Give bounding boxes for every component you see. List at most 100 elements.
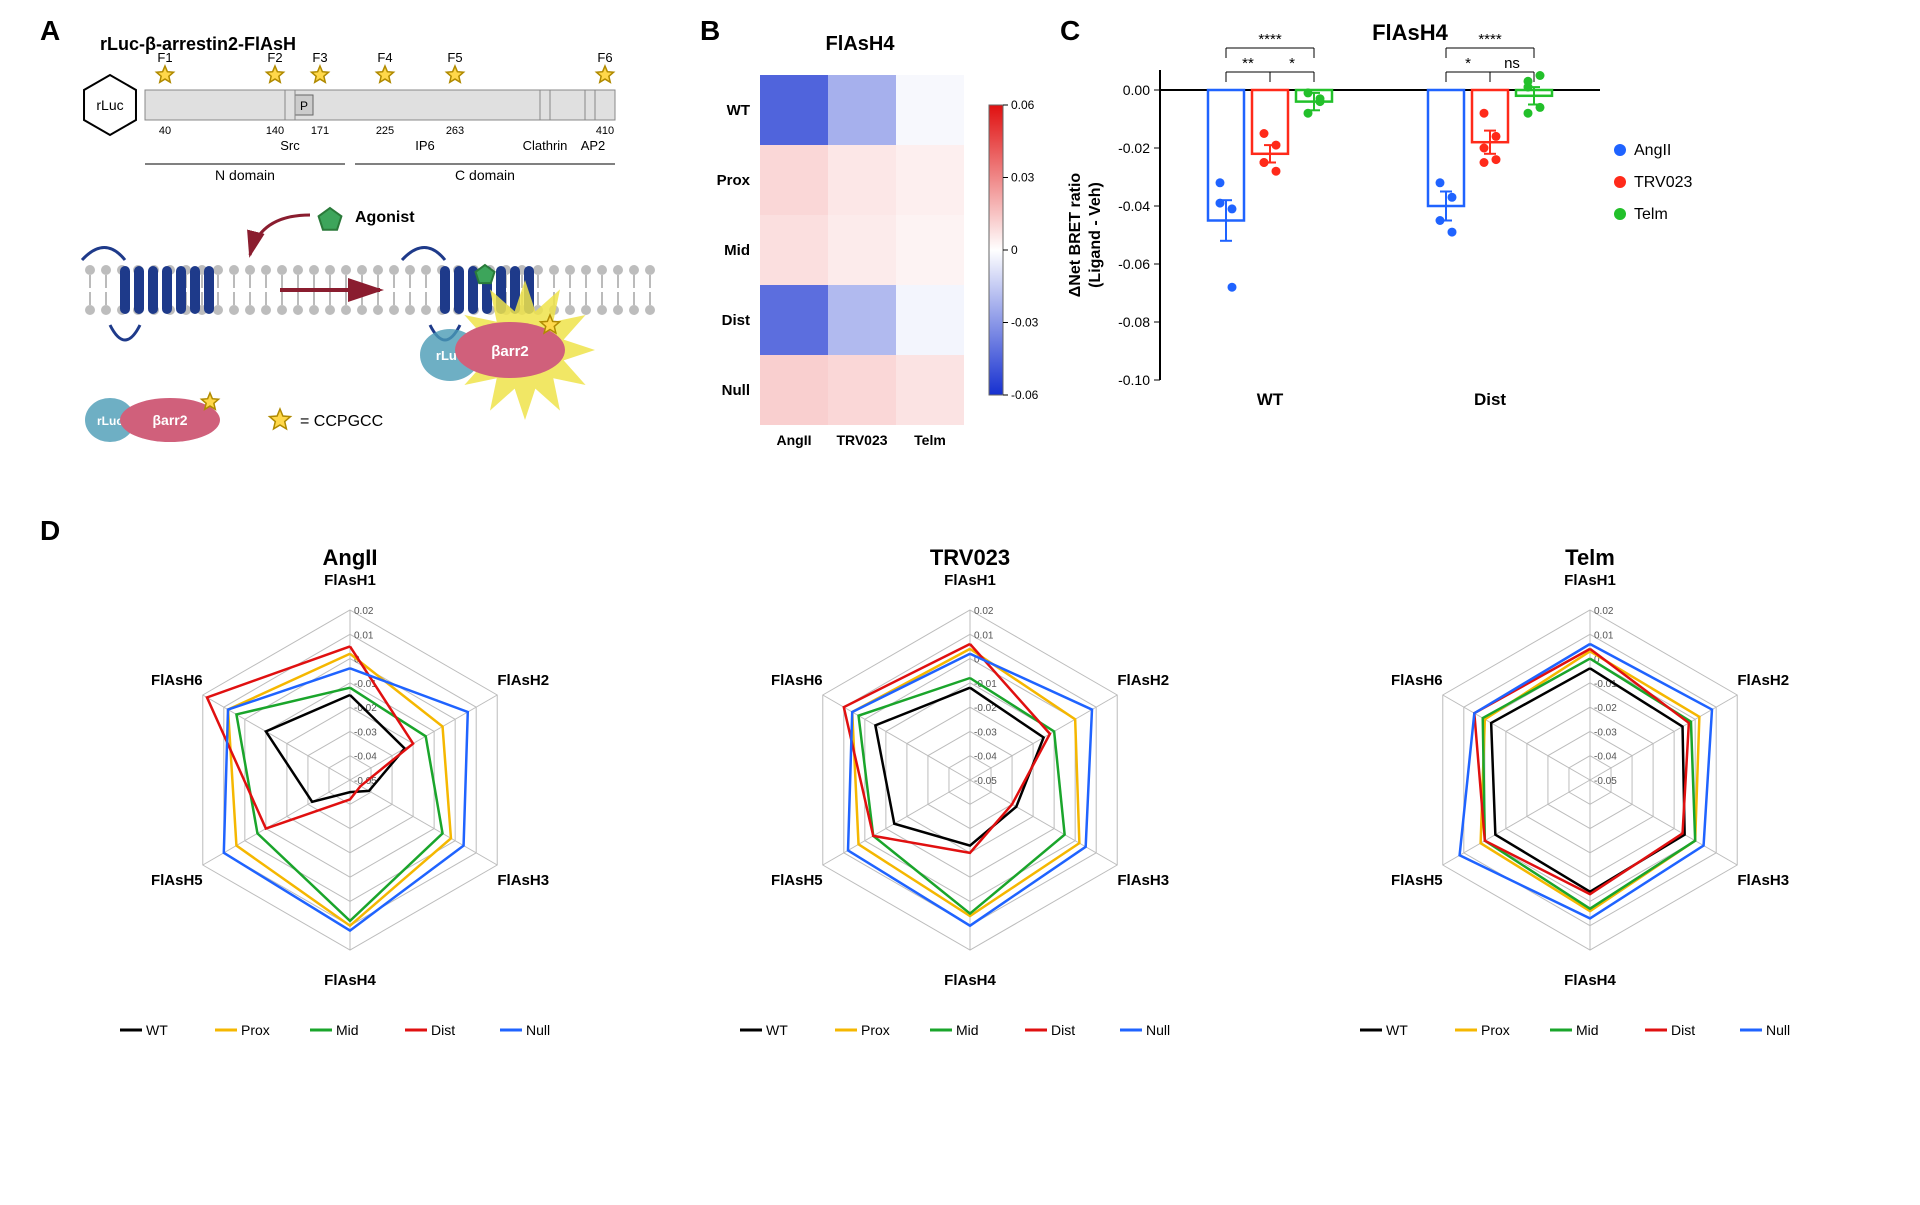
svg-text:FlAsH6: FlAsH6 [771, 672, 823, 689]
svg-text:FlAsH3: FlAsH3 [497, 872, 549, 889]
svg-text:Prox: Prox [717, 172, 751, 189]
svg-text:-0.06: -0.06 [1011, 388, 1039, 402]
svg-text:IP6: IP6 [415, 138, 435, 153]
svg-text:0.03: 0.03 [1011, 171, 1035, 185]
svg-text:βarr2: βarr2 [152, 412, 187, 428]
radar-series [207, 646, 413, 828]
radar-series [875, 688, 1043, 846]
svg-text:-0.05: -0.05 [974, 776, 997, 787]
svg-text:-0.10: -0.10 [1118, 372, 1150, 388]
svg-text:0.06: 0.06 [1011, 98, 1035, 112]
svg-text:Src: Src [280, 138, 300, 153]
svg-text:D: D [40, 515, 60, 546]
svg-text:****: **** [1258, 31, 1282, 48]
svg-text:0.02: 0.02 [974, 606, 994, 617]
svg-text:*: * [1289, 55, 1295, 72]
svg-text:Prox: Prox [241, 1022, 270, 1038]
svg-text:Null: Null [526, 1022, 550, 1038]
svg-text:Agonist: Agonist [355, 209, 415, 226]
svg-text:171: 171 [311, 125, 329, 137]
svg-text:410: 410 [596, 125, 614, 137]
svg-text:****: **** [1478, 31, 1502, 48]
svg-text:-0.03: -0.03 [354, 727, 377, 738]
svg-text:F1: F1 [157, 50, 172, 65]
svg-text:FlAsH1: FlAsH1 [1564, 572, 1616, 589]
svg-text:A: A [40, 15, 60, 46]
svg-text:263: 263 [446, 125, 464, 137]
svg-text:FlAsH4: FlAsH4 [944, 972, 996, 989]
svg-text:FlAsH6: FlAsH6 [1391, 672, 1443, 689]
svg-text:Dist: Dist [1051, 1022, 1075, 1038]
svg-text:FlAsH2: FlAsH2 [497, 672, 549, 689]
svg-text:WT: WT [146, 1022, 168, 1038]
svg-text:P: P [300, 99, 308, 113]
heatmap-cell [760, 215, 828, 285]
heatmap-cell [896, 145, 964, 215]
svg-text:140: 140 [266, 125, 284, 137]
svg-text:Null: Null [1146, 1022, 1170, 1038]
svg-text:-0.04: -0.04 [1594, 752, 1617, 763]
heatmap-cell [828, 75, 896, 145]
svg-text:0.01: 0.01 [1594, 630, 1614, 641]
svg-text:0.00: 0.00 [1123, 82, 1150, 98]
svg-text:FlAsH1: FlAsH1 [324, 572, 376, 589]
svg-text:AngII: AngII [1634, 142, 1671, 159]
heatmap-cell [760, 145, 828, 215]
svg-text:FlAsH4: FlAsH4 [1372, 20, 1449, 45]
svg-text:-0.03: -0.03 [974, 727, 997, 738]
svg-text:C: C [1060, 15, 1080, 46]
svg-text:0.01: 0.01 [974, 630, 994, 641]
svg-text:F4: F4 [377, 50, 392, 65]
heatmap-cell [896, 215, 964, 285]
svg-text:rLuc: rLuc [97, 414, 123, 428]
svg-text:rLuc: rLuc [96, 97, 123, 113]
svg-text:TRV023: TRV023 [836, 432, 887, 448]
svg-text:Telm: Telm [1565, 545, 1615, 570]
svg-text:*: * [1465, 55, 1471, 72]
svg-text:**: ** [1242, 55, 1254, 72]
svg-text:ns: ns [1504, 55, 1520, 72]
svg-text:-0.03: -0.03 [1594, 727, 1617, 738]
svg-text:Clathrin: Clathrin [523, 138, 568, 153]
svg-text:WT: WT [1257, 390, 1284, 409]
svg-text:WT: WT [766, 1022, 788, 1038]
svg-text:FlAsH2: FlAsH2 [1117, 672, 1169, 689]
svg-text:FlAsH5: FlAsH5 [151, 872, 203, 889]
svg-text:FlAsH4: FlAsH4 [826, 33, 896, 55]
svg-text:Mid: Mid [956, 1022, 979, 1038]
svg-text:FlAsH6: FlAsH6 [151, 672, 203, 689]
svg-text:Null: Null [1766, 1022, 1790, 1038]
heatmap-cell [760, 285, 828, 355]
svg-text:F3: F3 [312, 50, 327, 65]
svg-text:Prox: Prox [861, 1022, 890, 1038]
svg-text:40: 40 [159, 125, 171, 137]
svg-text:N domain: N domain [215, 167, 275, 183]
svg-text:FlAsH3: FlAsH3 [1117, 872, 1169, 889]
svg-text:FlAsH4: FlAsH4 [1564, 972, 1616, 989]
svg-text:0.02: 0.02 [1594, 606, 1614, 617]
svg-text:TRV023: TRV023 [1634, 174, 1693, 191]
svg-text:FlAsH3: FlAsH3 [1737, 872, 1789, 889]
svg-text:= CCPGCC: = CCPGCC [300, 413, 383, 430]
svg-text:-0.06: -0.06 [1118, 256, 1150, 272]
heatmap-cell [828, 145, 896, 215]
svg-text:0.01: 0.01 [354, 630, 374, 641]
svg-text:AP2: AP2 [581, 138, 606, 153]
svg-text:ΔNet BRET ratio: ΔNet BRET ratio [1067, 173, 1084, 298]
svg-text:Dist: Dist [1474, 390, 1506, 409]
svg-text:Telm: Telm [1634, 206, 1668, 223]
heatmap-cell [760, 75, 828, 145]
svg-text:WT: WT [1386, 1022, 1408, 1038]
svg-text:FlAsH2: FlAsH2 [1737, 672, 1789, 689]
svg-text:C domain: C domain [455, 167, 515, 183]
svg-text:Telm: Telm [914, 432, 946, 448]
svg-text:TRV023: TRV023 [930, 545, 1010, 570]
figure-canvas: ArLuc-β-arrestin2-FlAsHrLucPF140F2140F31… [0, 0, 1920, 1200]
svg-text:Prox: Prox [1481, 1022, 1510, 1038]
heatmap-cell [760, 355, 828, 425]
heatmap-cell [828, 285, 896, 355]
svg-text:WT: WT [727, 102, 750, 119]
svg-text:Mid: Mid [1576, 1022, 1599, 1038]
svg-text:B: B [700, 15, 720, 46]
svg-text:FlAsH1: FlAsH1 [944, 572, 996, 589]
